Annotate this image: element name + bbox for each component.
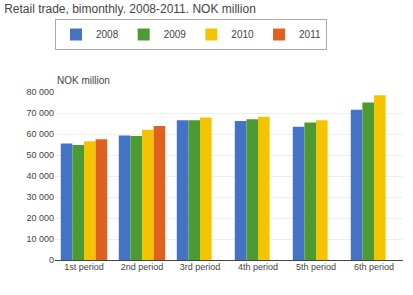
svg-text:60 000: 60 000 (26, 129, 54, 139)
svg-text:Retail trade, bimonthly. 2008-: Retail trade, bimonthly. 2008-2011. NOK … (4, 2, 256, 16)
svg-text:2011: 2011 (299, 29, 321, 40)
svg-text:20 000: 20 000 (26, 213, 54, 223)
svg-text:30 000: 30 000 (26, 192, 54, 202)
svg-text:2009: 2009 (164, 29, 187, 40)
svg-text:2nd period: 2nd period (121, 262, 164, 272)
svg-text:50 000: 50 000 (26, 150, 54, 160)
svg-text:40 000: 40 000 (26, 171, 54, 181)
svg-text:80 000: 80 000 (26, 87, 54, 97)
svg-text:4th period: 4th period (238, 262, 278, 272)
svg-text:6th period: 6th period (354, 262, 394, 272)
svg-text:NOK million: NOK million (57, 75, 110, 86)
svg-text:2008: 2008 (96, 29, 119, 40)
svg-text:0: 0 (49, 255, 54, 265)
svg-text:3rd period: 3rd period (180, 262, 221, 272)
svg-text:10 000: 10 000 (26, 234, 54, 244)
svg-text:1st period: 1st period (64, 262, 104, 272)
svg-text:70 000: 70 000 (26, 108, 54, 118)
svg-text:2010: 2010 (231, 29, 254, 40)
svg-text:5th period: 5th period (296, 262, 336, 272)
